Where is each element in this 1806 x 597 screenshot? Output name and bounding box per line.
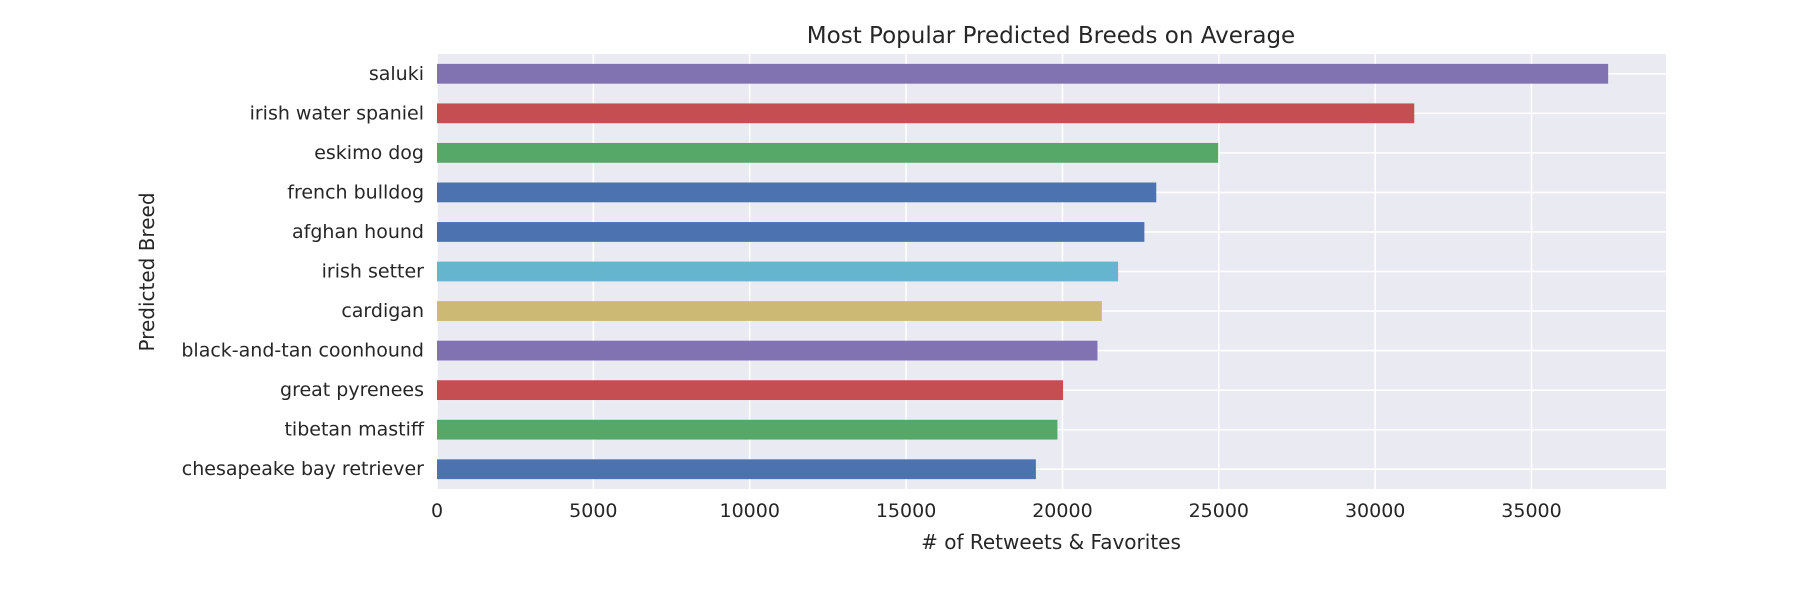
y-tick-label: afghan hound: [292, 221, 424, 243]
y-tick-label: cardigan: [341, 300, 424, 322]
x-tick-label: 20000: [1032, 500, 1092, 522]
bar-black-and-tan-coonhound: [437, 340, 1098, 361]
y-tick-label: black-and-tan coonhound: [181, 340, 424, 362]
bar-afghan-hound: [437, 222, 1145, 242]
x-tick-label: 25000: [1189, 500, 1249, 522]
y-tick-label: irish water spaniel: [250, 102, 424, 124]
x-tick-label: 5000: [569, 500, 617, 522]
bar-irish-setter: [437, 261, 1119, 282]
y-tick-label: tibetan mastiff: [284, 419, 424, 441]
x-tick-label: 30000: [1345, 500, 1405, 522]
x-tick-label: 15000: [876, 500, 936, 522]
x-tick-label: 0: [431, 500, 443, 522]
bar-irish-water-spaniel: [437, 103, 1415, 124]
y-tick-label: great pyrenees: [280, 379, 424, 401]
bar-french-bulldog: [437, 182, 1157, 203]
y-tick-label: irish setter: [322, 261, 425, 283]
bar-cardigan: [437, 301, 1102, 321]
y-axis-label: Predicted Breed: [135, 192, 159, 351]
bar-tibetan-mastiff: [437, 419, 1058, 440]
y-tick-label: saluki: [369, 63, 424, 85]
y-tick-label: eskimo dog: [314, 142, 424, 164]
y-tick-label: chesapeake bay retriever: [182, 458, 424, 480]
x-tick-label: 35000: [1501, 500, 1561, 522]
y-tick-label: french bulldog: [287, 181, 424, 203]
bar-eskimo-dog: [437, 142, 1219, 163]
bar-chesapeake-bay-retriever: [437, 459, 1036, 480]
x-tick-labels: 0 5000 10000 15000 20000 25000 30000 35000: [431, 500, 1562, 522]
y-tick-labels: saluki irish water spaniel eskimo dog frenc…: [181, 63, 425, 480]
bar-saluki: [437, 63, 1609, 84]
bar-great-pyrenees: [437, 380, 1064, 401]
chart-title: Most Popular Predicted Breeds on Average: [807, 23, 1295, 49]
bars: [437, 63, 1609, 480]
x-axis-label: # of Retweets & Favorites: [921, 530, 1181, 554]
x-tick-label: 10000: [719, 500, 779, 522]
